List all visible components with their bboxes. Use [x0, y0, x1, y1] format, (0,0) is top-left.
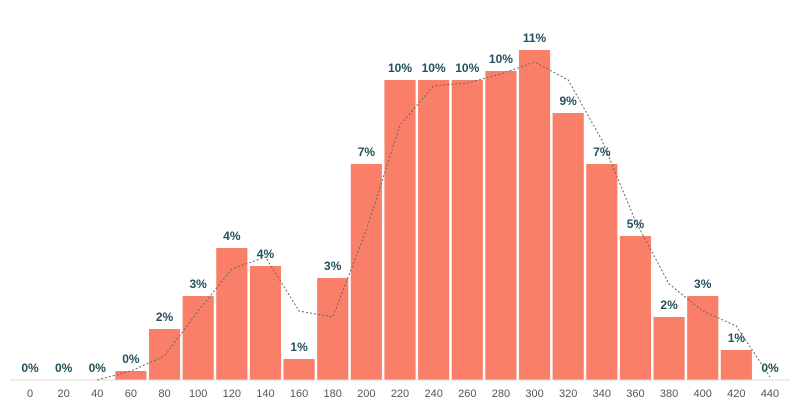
trend-line	[97, 61, 771, 381]
x-tick-label: 80	[158, 388, 170, 400]
value-label: 10%	[455, 61, 479, 75]
x-tick-label: 60	[125, 388, 137, 400]
value-label: 1%	[290, 340, 308, 354]
bar	[653, 317, 685, 380]
bar	[720, 350, 752, 380]
x-tick-label: 340	[593, 388, 611, 400]
bar	[687, 296, 719, 380]
value-label: 2%	[156, 310, 174, 324]
x-tick-label: 20	[58, 388, 70, 400]
bar	[350, 164, 382, 380]
value-label: 0%	[55, 361, 73, 375]
value-label: 0%	[89, 361, 107, 375]
bar	[115, 371, 147, 380]
value-label: 4%	[257, 247, 275, 261]
x-tick-label: 400	[694, 388, 712, 400]
value-label: 5%	[627, 217, 645, 231]
bar	[619, 236, 652, 380]
bar	[518, 50, 551, 380]
x-tick-label: 440	[761, 388, 779, 400]
value-label: 7%	[593, 145, 611, 159]
bar	[552, 113, 584, 380]
value-label: 1%	[728, 331, 746, 345]
x-tick-label: 180	[324, 388, 342, 400]
bar	[182, 296, 214, 380]
bar	[249, 266, 282, 380]
value-label: 10%	[422, 61, 446, 75]
x-tick-label: 200	[357, 388, 375, 400]
value-label: 4%	[223, 229, 241, 243]
x-tick-label: 360	[626, 388, 644, 400]
x-tick-label: 120	[223, 388, 241, 400]
x-tick-label: 420	[727, 388, 745, 400]
bar	[384, 80, 416, 380]
value-label: 3%	[694, 277, 712, 291]
value-label: 7%	[358, 145, 376, 159]
x-tick-label: 220	[391, 388, 409, 400]
bar	[451, 80, 483, 380]
x-tick-label: 40	[91, 388, 103, 400]
x-tick-label: 100	[189, 388, 207, 400]
value-label: 10%	[388, 61, 412, 75]
value-label: 10%	[489, 52, 513, 66]
bar	[586, 164, 618, 380]
value-label: 0%	[122, 352, 140, 366]
x-tick-label: 0	[27, 388, 33, 400]
value-label: 2%	[660, 298, 678, 312]
value-label: 0%	[761, 361, 779, 375]
x-tick-label: 260	[458, 388, 476, 400]
value-label: 9%	[560, 94, 578, 108]
x-tick-label: 300	[525, 388, 543, 400]
x-tick-label: 140	[256, 388, 274, 400]
bar	[485, 71, 517, 380]
x-tick-label: 380	[660, 388, 678, 400]
value-label: 0%	[21, 361, 39, 375]
bar	[317, 278, 349, 380]
x-tick-label: 160	[290, 388, 308, 400]
bar	[148, 329, 181, 380]
bar	[216, 248, 248, 380]
bar	[283, 359, 315, 380]
value-label: 11%	[523, 31, 547, 45]
value-label: 3%	[190, 277, 208, 291]
x-tick-label: 240	[424, 388, 442, 400]
x-tick-label: 320	[559, 388, 577, 400]
bar	[418, 80, 450, 380]
x-tick-label: 280	[492, 388, 510, 400]
value-label: 3%	[324, 259, 342, 273]
